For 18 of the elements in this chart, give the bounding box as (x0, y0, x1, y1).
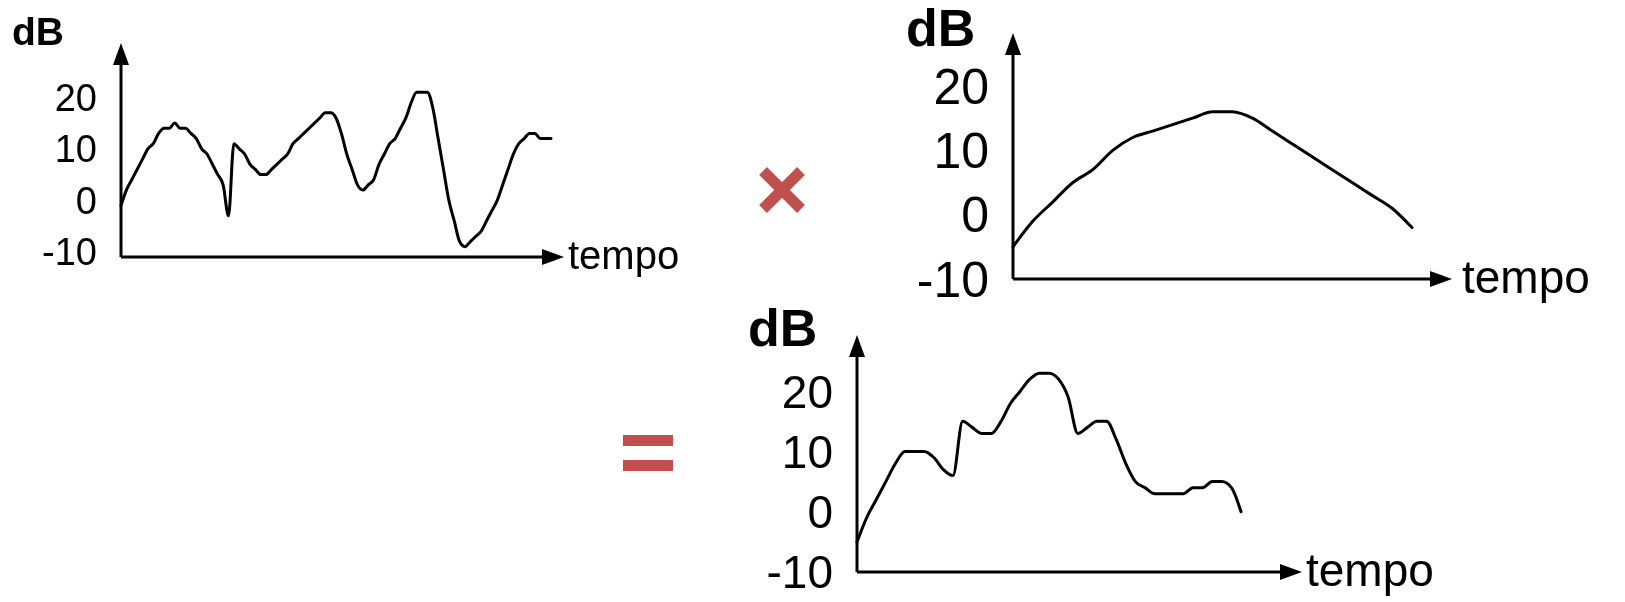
y-tick-label: -10 (42, 231, 97, 274)
y-tick-label: 0 (807, 486, 833, 539)
y-tick-label: 10 (781, 425, 833, 478)
y-axis-title: dB (906, 0, 976, 57)
x-axis-title: tempo (568, 233, 680, 277)
y-tick-label: 20 (54, 76, 97, 119)
y-tick-label: 10 (933, 123, 989, 180)
y-tick-label: -10 (916, 251, 989, 308)
y-tick-label: 0 (961, 187, 989, 244)
x-axis-title: tempo (1462, 250, 1590, 303)
y-tick-label: 10 (54, 128, 97, 171)
y-tick-label: 20 (781, 365, 833, 418)
y-tick-label: -10 (766, 546, 833, 599)
y-axis-title: dB (12, 10, 64, 53)
y-tick-label: 20 (933, 58, 989, 115)
y-tick-label: 0 (75, 179, 97, 222)
x-axis-title: tempo (1306, 543, 1434, 596)
y-axis-title: dB (748, 299, 818, 357)
